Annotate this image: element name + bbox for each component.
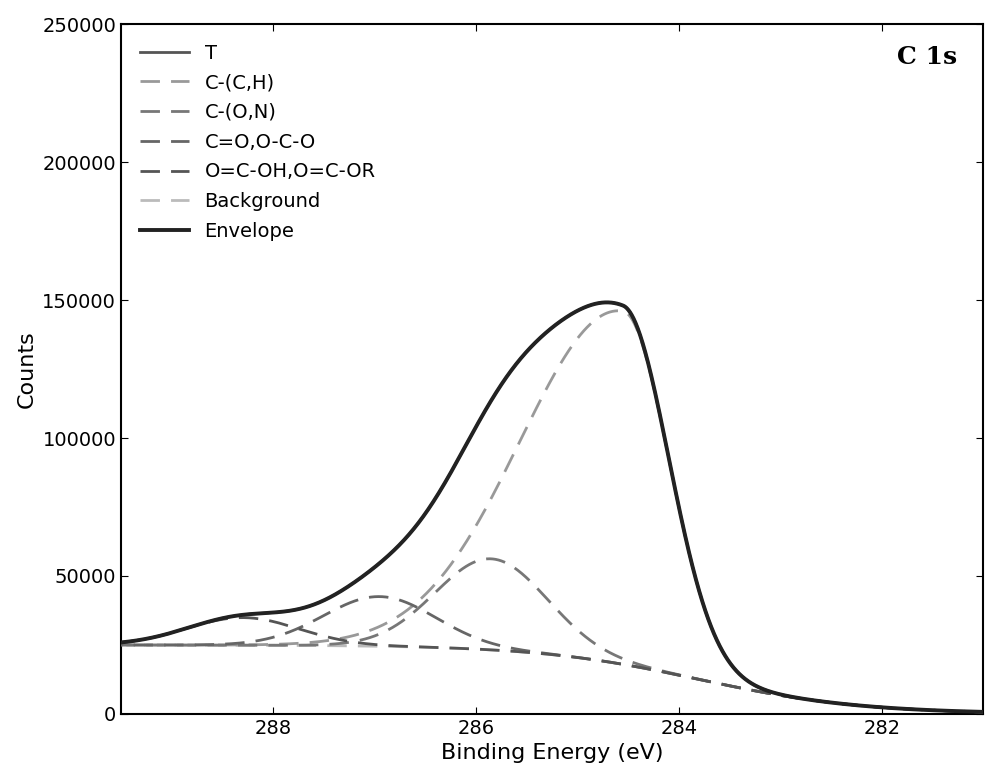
C-(O,N) (187, 640, 199, 650)
C-(C,H) (612, 306, 624, 315)
Y-axis label: Counts: Counts (17, 330, 37, 408)
C=O,O-C-O (83, 640, 95, 650)
C-(O,N) (617, 654, 629, 663)
T (187, 622, 199, 631)
T (617, 301, 629, 310)
Background (83, 640, 95, 650)
T (658, 432, 670, 441)
X-axis label: Binding Energy (eV): Binding Energy (eV) (441, 743, 663, 764)
C-(O,N) (861, 701, 873, 711)
C=O,O-C-O (373, 592, 385, 601)
C=O,O-C-O (861, 701, 873, 711)
Line: Background: Background (70, 645, 1000, 713)
Envelope (918, 705, 930, 714)
O=C-OH,O=C-OR (64, 640, 76, 650)
Legend: T, C-(C,H), C-(O,N), C=O,O-C-O, O=C-OH,O=C-OR, Background, Envelope: T, C-(C,H), C-(O,N), C=O,O-C-O, O=C-OH,O… (131, 34, 385, 250)
C-(O,N) (658, 667, 670, 676)
T (601, 298, 613, 307)
Envelope (83, 640, 95, 649)
Line: Envelope: Envelope (70, 303, 1000, 713)
Line: C-(O,N): C-(O,N) (70, 558, 1000, 713)
Background (918, 705, 930, 714)
Background (64, 640, 76, 650)
Envelope (187, 622, 199, 631)
C=O,O-C-O (918, 705, 930, 714)
C-(C,H) (658, 433, 670, 442)
O=C-OH,O=C-OR (658, 668, 670, 677)
Envelope (658, 432, 670, 441)
C-(O,N) (918, 705, 930, 714)
T (83, 640, 95, 649)
Text: C 1s: C 1s (897, 45, 957, 69)
C-(C,H) (861, 701, 873, 711)
Background (617, 660, 629, 669)
O=C-OH,O=C-OR (918, 705, 930, 714)
C-(C,H) (187, 640, 199, 650)
C=O,O-C-O (64, 640, 76, 650)
Line: T: T (70, 303, 1000, 713)
C-(C,H) (617, 307, 629, 316)
C-(O,N) (64, 640, 76, 650)
Background (187, 640, 199, 650)
Line: O=C-OH,O=C-OR: O=C-OH,O=C-OR (70, 618, 1000, 713)
O=C-OH,O=C-OR (83, 640, 95, 649)
Envelope (601, 298, 613, 307)
C=O,O-C-O (187, 640, 199, 650)
T (918, 705, 930, 714)
Envelope (617, 301, 629, 310)
C-(O,N) (483, 554, 495, 563)
O=C-OH,O=C-OR (187, 622, 199, 631)
C=O,O-C-O (617, 660, 629, 669)
O=C-OH,O=C-OR (236, 613, 248, 622)
Envelope (64, 640, 76, 650)
O=C-OH,O=C-OR (861, 701, 873, 711)
C-(C,H) (64, 640, 76, 650)
C-(C,H) (918, 705, 930, 714)
C-(O,N) (83, 640, 95, 650)
Line: C-(C,H): C-(C,H) (70, 310, 1000, 713)
T (64, 640, 76, 650)
Background (658, 668, 670, 677)
Envelope (861, 701, 873, 711)
T (861, 701, 873, 711)
C=O,O-C-O (658, 668, 670, 677)
C-(C,H) (83, 640, 95, 650)
Line: C=O,O-C-O: C=O,O-C-O (70, 597, 1000, 713)
Background (861, 701, 873, 711)
O=C-OH,O=C-OR (617, 660, 629, 669)
